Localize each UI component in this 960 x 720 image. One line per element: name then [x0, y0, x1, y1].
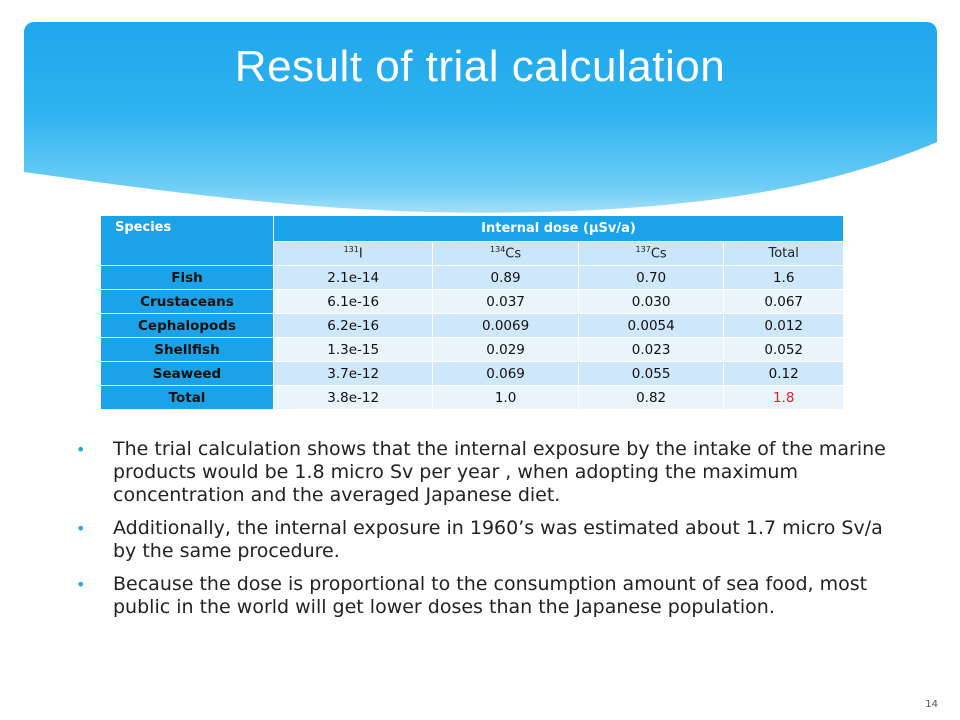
bullet-text: Additionally, the internal exposure in 1…	[113, 517, 883, 562]
bullet-icon: •	[76, 519, 86, 538]
dose-cell: 0.030	[577, 289, 725, 314]
dose-cell: 0.0069	[432, 313, 579, 338]
bullet-text: Because the dose is proportional to the …	[113, 573, 868, 618]
mass-number: 131	[343, 245, 359, 255]
isotope-header: 137Cs	[577, 241, 725, 266]
isotope-label: Cs	[650, 246, 667, 262]
isotope-header: 134Cs	[432, 241, 579, 266]
dose-cell: 0.70	[577, 265, 725, 290]
table-row: Shellfish 1.3e-15 0.029 0.023 0.052	[100, 337, 844, 362]
dose-cell: 6.1e-16	[272, 289, 434, 314]
dose-cell: 6.2e-16	[272, 313, 434, 338]
dose-cell: 1.8	[723, 385, 844, 410]
dose-cell: 0.069	[432, 361, 579, 386]
dose-cell: 0.0054	[577, 313, 725, 338]
page-number: 14	[925, 699, 938, 710]
species-cell: Seaweed	[100, 361, 274, 386]
isotope-header: 131I	[272, 241, 434, 266]
isotope-label: I	[358, 246, 363, 262]
species-cell: Crustaceans	[100, 289, 274, 314]
dose-cell: 1.3e-15	[272, 337, 434, 362]
isotope-label: Total	[768, 246, 799, 261]
slide-title: Result of trial calculation	[234, 42, 726, 91]
dose-cell: 0.029	[432, 337, 579, 362]
dose-cell: 1.0	[432, 385, 579, 410]
dose-cell: 2.1e-14	[272, 265, 434, 290]
dose-table: Species Internal dose (μSv/a) 131I 134Cs 1…	[100, 215, 844, 410]
internal-dose-header: Internal dose (μSv/a)	[273, 215, 844, 242]
mass-number: 134	[490, 245, 506, 255]
species-header: Species	[100, 215, 274, 266]
mass-number: 137	[635, 245, 651, 255]
bullet-item: • The trial calculation shows that the in…	[76, 438, 896, 507]
table-row: Seaweed 3.7e-12 0.069 0.055 0.12	[100, 361, 844, 386]
table-row: Total 3.8e-12 1.0 0.82 1.8	[100, 385, 844, 410]
dose-cell: 0.12	[723, 361, 844, 386]
table-row: Cephalopods 6.2e-16 0.0069 0.0054 0.012	[100, 313, 844, 338]
species-cell: Shellfish	[100, 337, 274, 362]
dose-cell: 3.8e-12	[272, 385, 434, 410]
species-cell: Total	[100, 385, 274, 410]
title-banner	[24, 22, 937, 227]
bullet-list: • The trial calculation shows that the in…	[76, 438, 896, 629]
dose-cell: 0.055	[577, 361, 725, 386]
dose-cell: 0.89	[432, 265, 579, 290]
dose-cell: 0.012	[723, 313, 844, 338]
bullet-text: The trial calculation shows that the int…	[113, 438, 886, 506]
isotope-label: Cs	[505, 246, 522, 262]
dose-cell: 0.82	[577, 385, 725, 410]
species-cell: Fish	[100, 265, 274, 290]
bullet-icon: •	[76, 575, 86, 594]
table-row: Fish 2.1e-14 0.89 0.70 1.6	[100, 265, 844, 290]
dose-cell: 3.7e-12	[272, 361, 434, 386]
dose-cell: 0.067	[723, 289, 844, 314]
table-row: Crustaceans 6.1e-16 0.037 0.030 0.067	[100, 289, 844, 314]
dose-cell: 0.023	[577, 337, 725, 362]
bullet-icon: •	[76, 440, 86, 459]
dose-cell: 0.052	[723, 337, 844, 362]
dose-cell: 0.037	[432, 289, 579, 314]
dose-cell: 1.6	[723, 265, 844, 290]
bullet-item: • Additionally, the internal exposure in …	[76, 517, 896, 563]
species-cell: Cephalopods	[100, 313, 274, 338]
bullet-item: • Because the dose is proportional to the…	[76, 573, 896, 619]
isotope-header: Total	[723, 241, 844, 266]
